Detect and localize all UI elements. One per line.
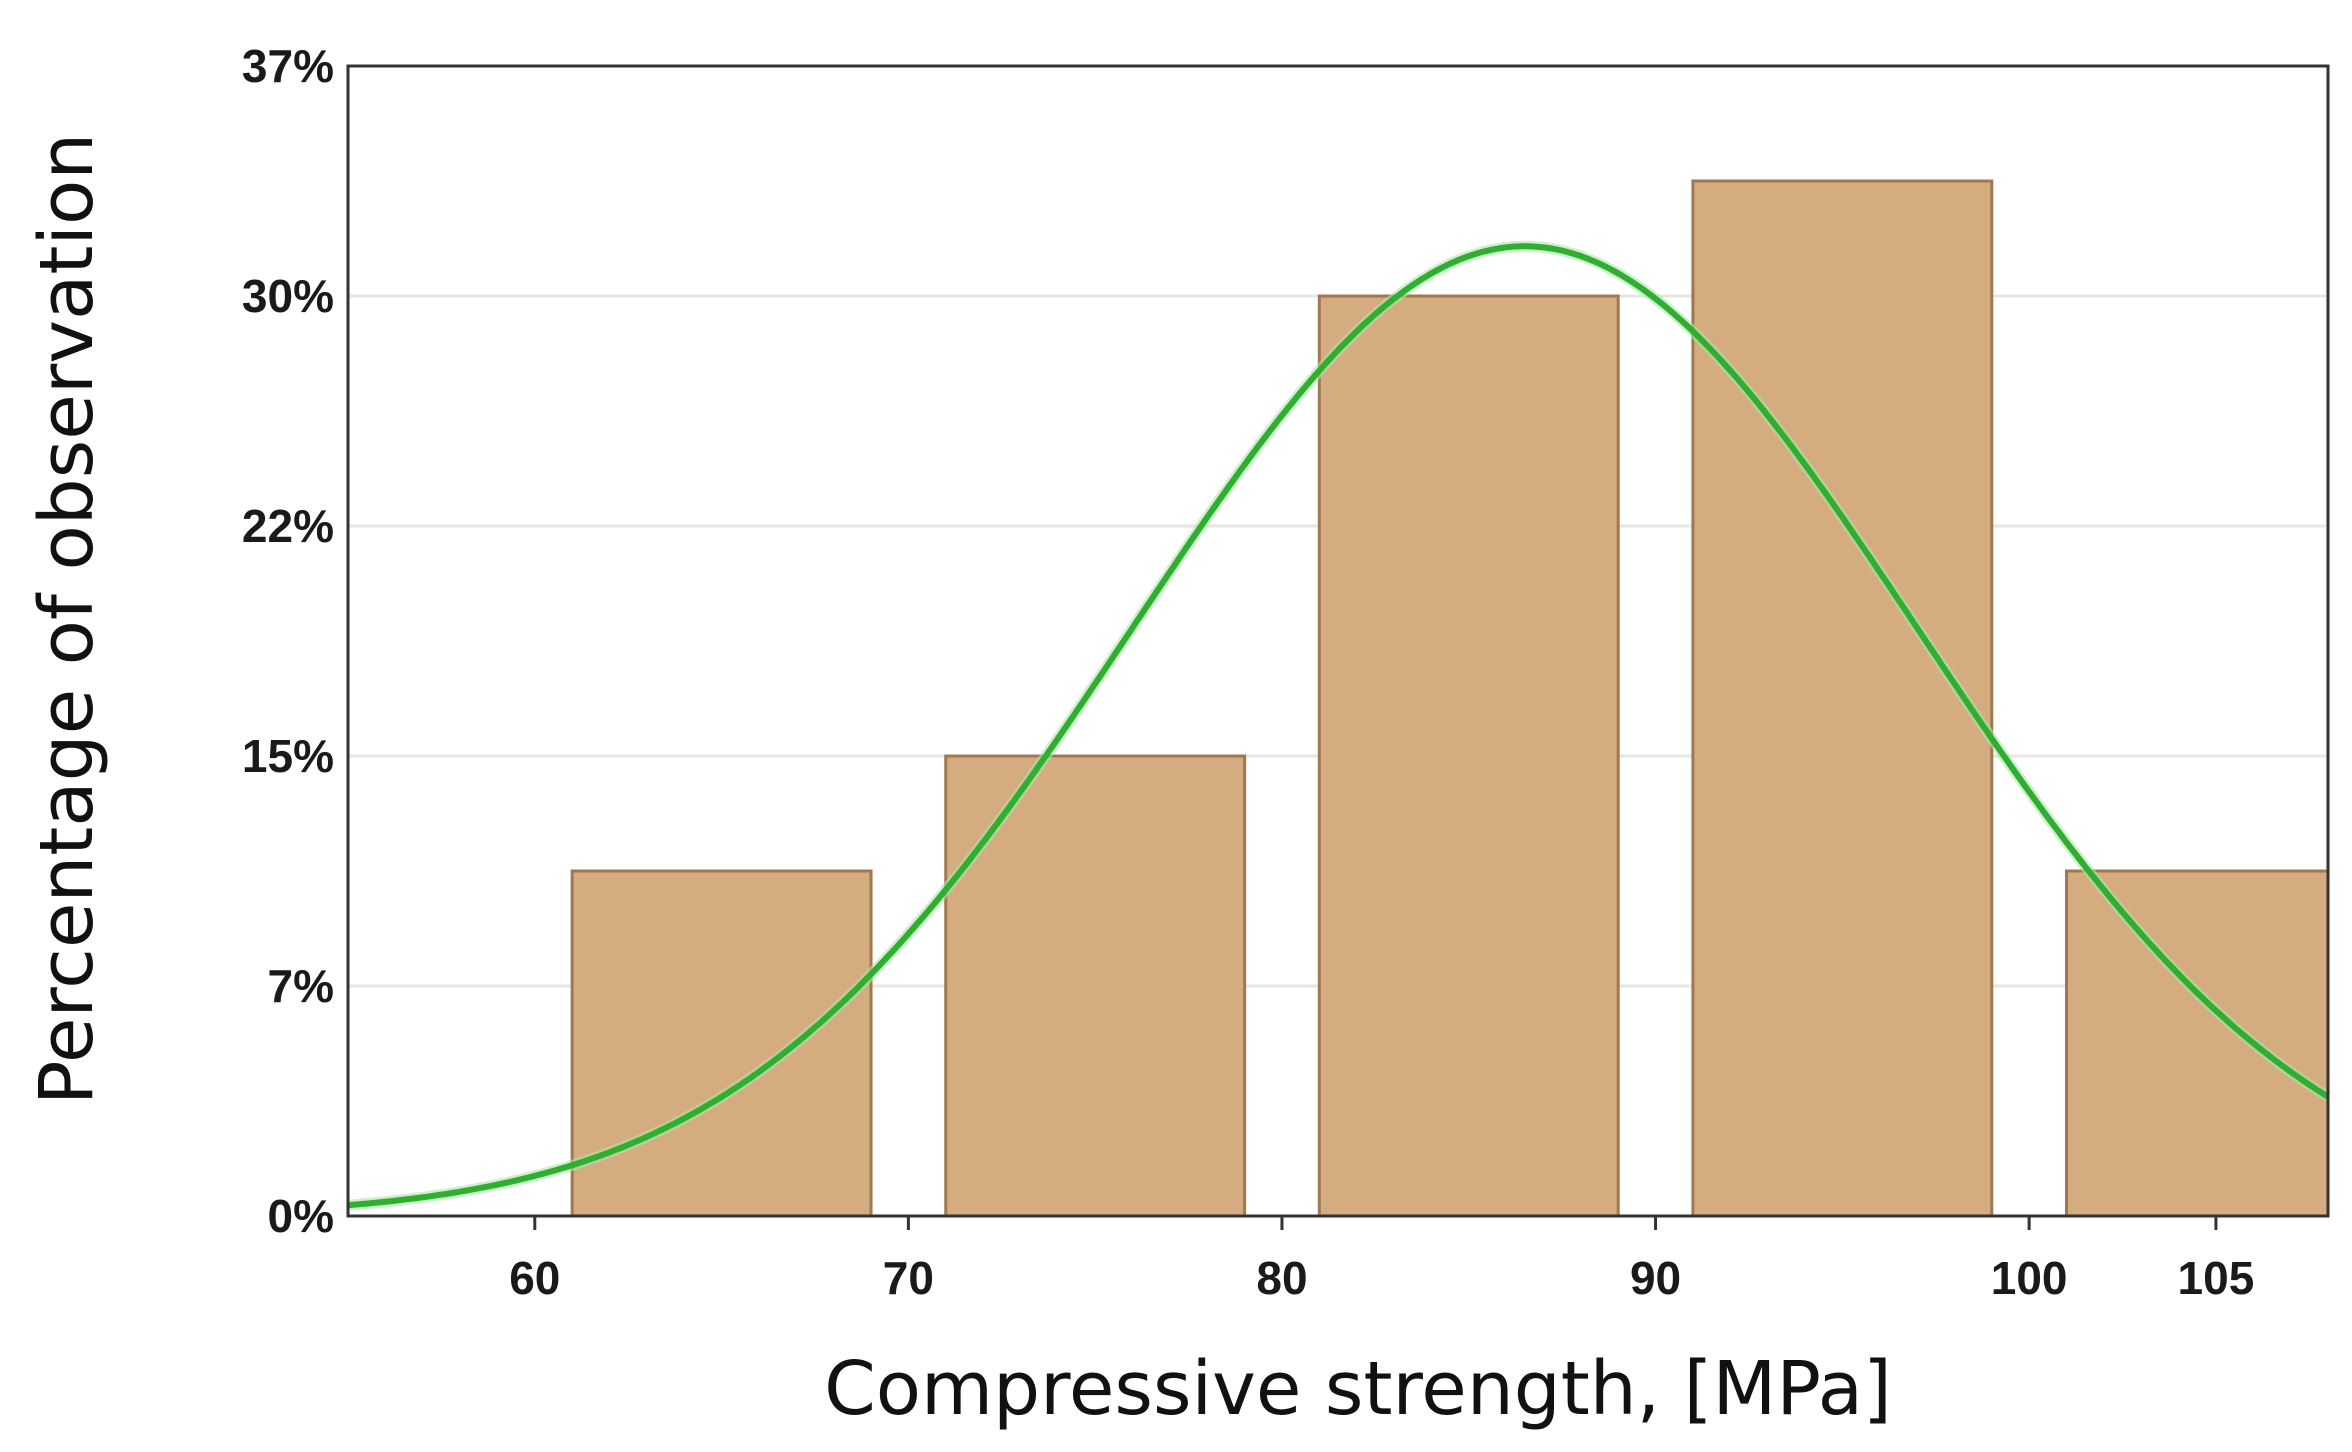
x-axis-title: Compressive strength, [MPa] — [824, 1346, 1892, 1432]
y-tick-label: 22% — [242, 500, 334, 552]
y-tick-label: 37% — [242, 40, 334, 92]
plot-frame — [346, 64, 2330, 1218]
y-axis-title: Percentage of observation — [24, 133, 110, 1105]
fit-curve-layer — [347, 240, 2331, 1211]
y-tick-label: 7% — [268, 960, 334, 1012]
histogram-bar — [1317, 294, 1620, 1218]
x-tick-label: 90 — [1630, 1252, 1681, 1304]
histogram-bar — [570, 869, 873, 1218]
x-tick-label: 100 — [1991, 1252, 2068, 1304]
y-axis-ticks: 0% 7% 15% 22% 30% 37% — [242, 40, 334, 1242]
x-tick-label: 80 — [1256, 1252, 1307, 1304]
x-tick-label: 70 — [883, 1252, 934, 1304]
x-axis-ticks: 60 70 80 90 100 105 — [509, 1216, 2254, 1304]
histogram-bars — [570, 179, 2330, 1218]
y-tick-label: 15% — [242, 730, 334, 782]
x-tick-label: 105 — [2178, 1252, 2255, 1304]
x-tick-label: 60 — [509, 1252, 560, 1304]
y-tick-label: 30% — [242, 270, 334, 322]
normal-fit-curve — [347, 243, 2330, 1209]
histogram-bar — [1691, 179, 1994, 1218]
histogram-bar — [2064, 869, 2330, 1218]
y-tick-label: 0% — [268, 1190, 334, 1242]
